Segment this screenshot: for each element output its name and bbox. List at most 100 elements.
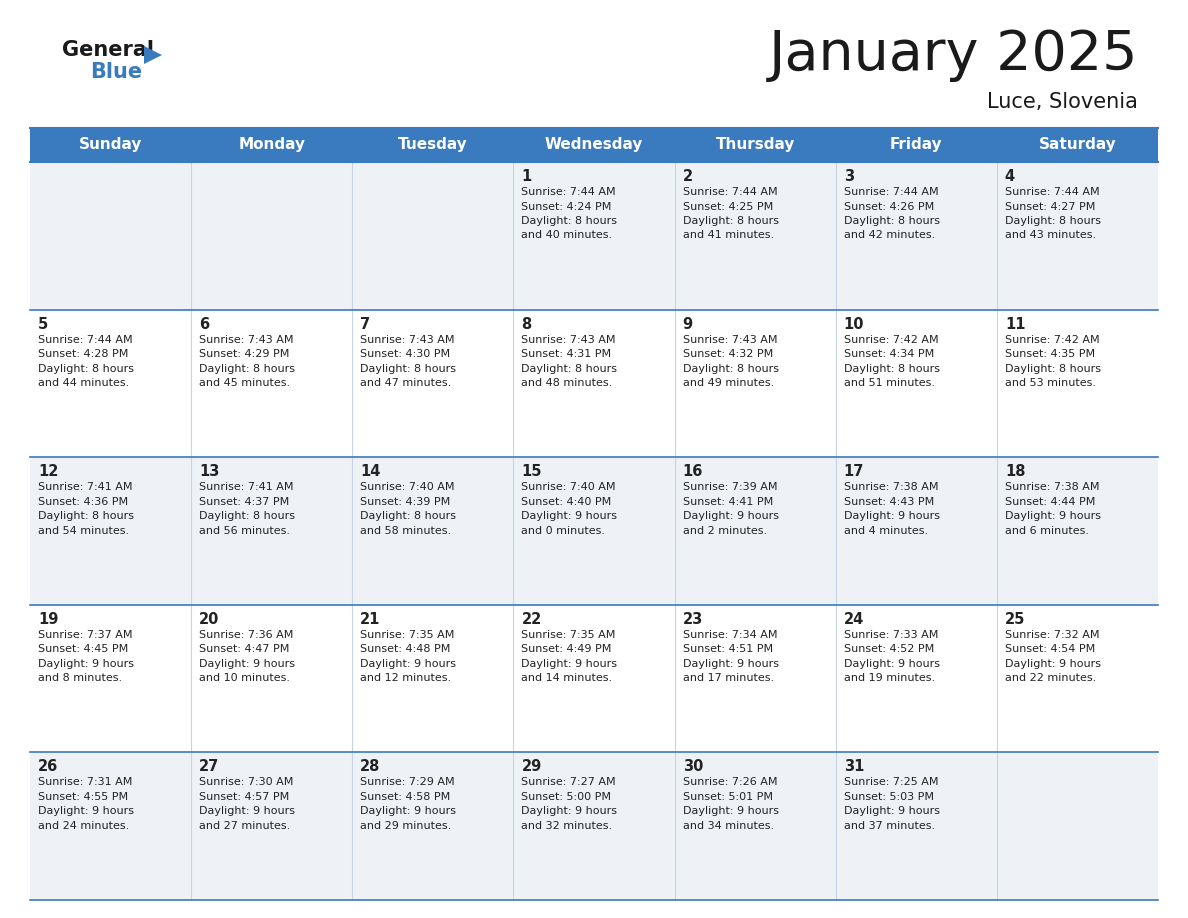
Text: 14: 14 xyxy=(360,465,380,479)
Text: Daylight: 8 hours: Daylight: 8 hours xyxy=(360,364,456,374)
Text: 2: 2 xyxy=(683,169,693,184)
Text: Sunset: 4:29 PM: Sunset: 4:29 PM xyxy=(200,349,290,359)
Text: and 6 minutes.: and 6 minutes. xyxy=(1005,526,1089,536)
Text: Daylight: 8 hours: Daylight: 8 hours xyxy=(1005,364,1101,374)
Text: Daylight: 9 hours: Daylight: 9 hours xyxy=(360,659,456,669)
Text: Sunset: 4:43 PM: Sunset: 4:43 PM xyxy=(843,497,934,507)
Text: Sunset: 4:25 PM: Sunset: 4:25 PM xyxy=(683,201,773,211)
Text: Daylight: 8 hours: Daylight: 8 hours xyxy=(200,364,295,374)
Text: Sunset: 4:39 PM: Sunset: 4:39 PM xyxy=(360,497,450,507)
Text: Daylight: 9 hours: Daylight: 9 hours xyxy=(843,659,940,669)
Text: General: General xyxy=(62,40,154,60)
Text: Sunrise: 7:33 AM: Sunrise: 7:33 AM xyxy=(843,630,939,640)
Text: and 19 minutes.: and 19 minutes. xyxy=(843,673,935,683)
Text: Sunset: 4:58 PM: Sunset: 4:58 PM xyxy=(360,792,450,802)
Text: and 44 minutes.: and 44 minutes. xyxy=(38,378,129,388)
Text: Sunrise: 7:43 AM: Sunrise: 7:43 AM xyxy=(200,334,293,344)
Text: 4: 4 xyxy=(1005,169,1015,184)
Text: and 27 minutes.: and 27 minutes. xyxy=(200,821,290,831)
Text: Daylight: 8 hours: Daylight: 8 hours xyxy=(843,364,940,374)
Text: 29: 29 xyxy=(522,759,542,775)
Text: 25: 25 xyxy=(1005,611,1025,627)
Text: 19: 19 xyxy=(38,611,58,627)
Text: Sunrise: 7:43 AM: Sunrise: 7:43 AM xyxy=(360,334,455,344)
Text: 12: 12 xyxy=(38,465,58,479)
Text: Sunrise: 7:25 AM: Sunrise: 7:25 AM xyxy=(843,778,939,788)
Text: 18: 18 xyxy=(1005,465,1025,479)
Text: Sunrise: 7:44 AM: Sunrise: 7:44 AM xyxy=(1005,187,1099,197)
Text: Daylight: 9 hours: Daylight: 9 hours xyxy=(843,511,940,521)
Text: and 53 minutes.: and 53 minutes. xyxy=(1005,378,1095,388)
Bar xyxy=(30,457,1158,605)
Text: Sunset: 4:24 PM: Sunset: 4:24 PM xyxy=(522,201,612,211)
Text: Friday: Friday xyxy=(890,138,942,152)
Text: 17: 17 xyxy=(843,465,864,479)
Text: Daylight: 9 hours: Daylight: 9 hours xyxy=(360,806,456,816)
Text: Blue: Blue xyxy=(90,62,143,82)
Text: Sunset: 5:01 PM: Sunset: 5:01 PM xyxy=(683,792,772,802)
Text: Sunrise: 7:26 AM: Sunrise: 7:26 AM xyxy=(683,778,777,788)
Text: and 54 minutes.: and 54 minutes. xyxy=(38,526,129,536)
Text: Daylight: 8 hours: Daylight: 8 hours xyxy=(1005,216,1101,226)
Text: Sunset: 4:37 PM: Sunset: 4:37 PM xyxy=(200,497,290,507)
Text: 11: 11 xyxy=(1005,317,1025,331)
Text: and 4 minutes.: and 4 minutes. xyxy=(843,526,928,536)
Text: Sunrise: 7:36 AM: Sunrise: 7:36 AM xyxy=(200,630,293,640)
Text: Monday: Monday xyxy=(239,138,305,152)
Text: 24: 24 xyxy=(843,611,864,627)
Text: 8: 8 xyxy=(522,317,532,331)
Text: Sunset: 4:54 PM: Sunset: 4:54 PM xyxy=(1005,644,1095,655)
Text: Daylight: 9 hours: Daylight: 9 hours xyxy=(683,511,778,521)
Text: and 42 minutes.: and 42 minutes. xyxy=(843,230,935,241)
Text: Sunset: 4:35 PM: Sunset: 4:35 PM xyxy=(1005,349,1095,359)
Text: Sunset: 4:31 PM: Sunset: 4:31 PM xyxy=(522,349,612,359)
Text: 5: 5 xyxy=(38,317,49,331)
Text: 6: 6 xyxy=(200,317,209,331)
Text: 23: 23 xyxy=(683,611,703,627)
Text: 26: 26 xyxy=(38,759,58,775)
Text: Daylight: 8 hours: Daylight: 8 hours xyxy=(38,364,134,374)
Text: Sunset: 4:41 PM: Sunset: 4:41 PM xyxy=(683,497,773,507)
Text: Daylight: 9 hours: Daylight: 9 hours xyxy=(38,806,134,816)
Text: Sunrise: 7:44 AM: Sunrise: 7:44 AM xyxy=(843,187,939,197)
Text: Sunday: Sunday xyxy=(78,138,143,152)
Text: Sunset: 4:45 PM: Sunset: 4:45 PM xyxy=(38,644,128,655)
Text: Sunset: 4:55 PM: Sunset: 4:55 PM xyxy=(38,792,128,802)
Text: Daylight: 9 hours: Daylight: 9 hours xyxy=(200,659,295,669)
Text: 30: 30 xyxy=(683,759,703,775)
Text: Sunrise: 7:44 AM: Sunrise: 7:44 AM xyxy=(38,334,133,344)
Text: Sunset: 4:47 PM: Sunset: 4:47 PM xyxy=(200,644,290,655)
Text: 21: 21 xyxy=(360,611,380,627)
Text: Daylight: 8 hours: Daylight: 8 hours xyxy=(522,216,618,226)
Text: 27: 27 xyxy=(200,759,220,775)
Text: Sunrise: 7:43 AM: Sunrise: 7:43 AM xyxy=(683,334,777,344)
Text: Daylight: 8 hours: Daylight: 8 hours xyxy=(843,216,940,226)
Text: Sunrise: 7:32 AM: Sunrise: 7:32 AM xyxy=(1005,630,1099,640)
Text: Daylight: 9 hours: Daylight: 9 hours xyxy=(1005,659,1101,669)
Text: and 49 minutes.: and 49 minutes. xyxy=(683,378,773,388)
Text: Sunset: 4:40 PM: Sunset: 4:40 PM xyxy=(522,497,612,507)
Text: Sunrise: 7:35 AM: Sunrise: 7:35 AM xyxy=(360,630,455,640)
Text: Sunset: 4:27 PM: Sunset: 4:27 PM xyxy=(1005,201,1095,211)
Text: Sunset: 4:57 PM: Sunset: 4:57 PM xyxy=(200,792,290,802)
Text: Sunrise: 7:39 AM: Sunrise: 7:39 AM xyxy=(683,482,777,492)
Text: and 40 minutes.: and 40 minutes. xyxy=(522,230,613,241)
Text: and 32 minutes.: and 32 minutes. xyxy=(522,821,613,831)
Text: 7: 7 xyxy=(360,317,371,331)
Polygon shape xyxy=(144,46,162,64)
Text: Sunset: 4:30 PM: Sunset: 4:30 PM xyxy=(360,349,450,359)
Text: and 8 minutes.: and 8 minutes. xyxy=(38,673,122,683)
Text: Sunset: 4:34 PM: Sunset: 4:34 PM xyxy=(843,349,934,359)
Text: and 10 minutes.: and 10 minutes. xyxy=(200,673,290,683)
Text: and 14 minutes.: and 14 minutes. xyxy=(522,673,613,683)
Text: Sunrise: 7:40 AM: Sunrise: 7:40 AM xyxy=(522,482,615,492)
Text: Sunrise: 7:41 AM: Sunrise: 7:41 AM xyxy=(200,482,293,492)
Text: Sunset: 4:36 PM: Sunset: 4:36 PM xyxy=(38,497,128,507)
Text: Daylight: 9 hours: Daylight: 9 hours xyxy=(1005,511,1101,521)
Text: Sunrise: 7:27 AM: Sunrise: 7:27 AM xyxy=(522,778,617,788)
Text: 31: 31 xyxy=(843,759,864,775)
Bar xyxy=(30,753,1158,900)
Text: and 37 minutes.: and 37 minutes. xyxy=(843,821,935,831)
Text: Daylight: 9 hours: Daylight: 9 hours xyxy=(522,806,618,816)
Text: and 34 minutes.: and 34 minutes. xyxy=(683,821,773,831)
